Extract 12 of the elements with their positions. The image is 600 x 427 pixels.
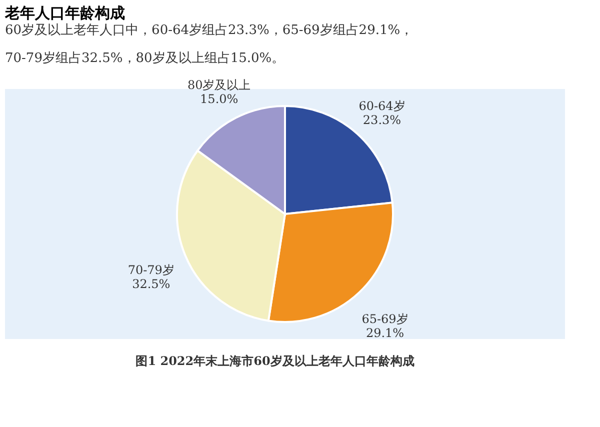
data-label: 23.3%	[362, 113, 402, 128]
chart-title: 老年人口年龄构成	[4, 4, 125, 22]
slice-label: 65-69岁	[362, 312, 408, 326]
text: 60岁及以上老年人口中，60-64岁组占23.3%，65-69岁组占29.1%，	[5, 22, 414, 38]
data-label: 32.5%	[132, 276, 170, 291]
slice-label: 70-79岁	[128, 262, 174, 277]
slice-label: 80岁及以上	[187, 78, 251, 92]
data-label: 29.1%	[366, 326, 404, 340]
slice-label: 60-64岁	[358, 99, 406, 114]
data-label: 15.0%	[200, 92, 238, 106]
caption: 图1 2022年末上海市60岁及以上老年人口年龄构成	[136, 354, 414, 368]
text: 70-79岁组占32.5%，80岁及以上组占15.0%。	[5, 50, 285, 66]
